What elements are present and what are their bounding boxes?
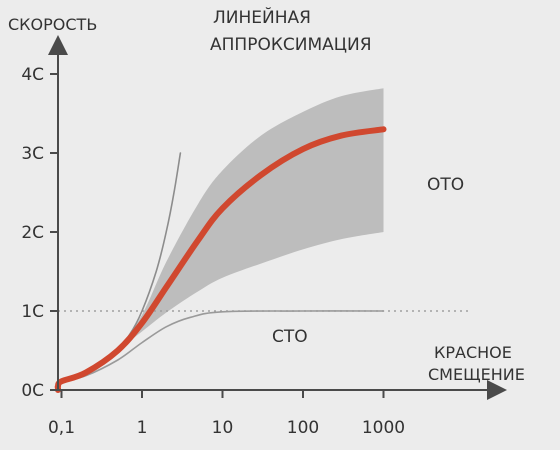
linear-approximation-label-line-2: АППРОКСИМАЦИЯ (210, 35, 372, 55)
y-tick-label-2: 2C (21, 223, 44, 243)
sto-label: СТО (272, 327, 308, 347)
x-tick-label-0: 0,1 (48, 418, 75, 438)
oto-band-layer (117, 88, 384, 351)
y-tick-label-1: 1C (21, 302, 44, 322)
oto-band (117, 88, 384, 351)
oto-label: ОТО (427, 175, 464, 195)
y-tick-label-4: 4C (21, 65, 44, 85)
sto-line (56, 310, 385, 391)
x-tick-label-3: 100 (287, 418, 319, 438)
linear-approximation-label-line-1: ЛИНЕЙНАЯ (213, 6, 311, 28)
tick-layer: 0,1 1 10 100 1000 0C 1C 2C 3C 4C (21, 65, 405, 438)
y-axis-title: СКОРОСТЬ (8, 15, 97, 34)
x-axis-title-line-1: КРАСНОЕ (434, 343, 512, 362)
y-tick-label-3: 3C (21, 144, 44, 164)
y-tick-label-0: 0C (21, 381, 44, 401)
x-tick-label-4: 1000 (362, 418, 405, 438)
x-axis-title-line-2: СМЕЩЕНИЕ (428, 365, 525, 384)
x-tick-label-1: 1 (137, 418, 148, 438)
x-tick-label-2: 10 (212, 418, 234, 438)
